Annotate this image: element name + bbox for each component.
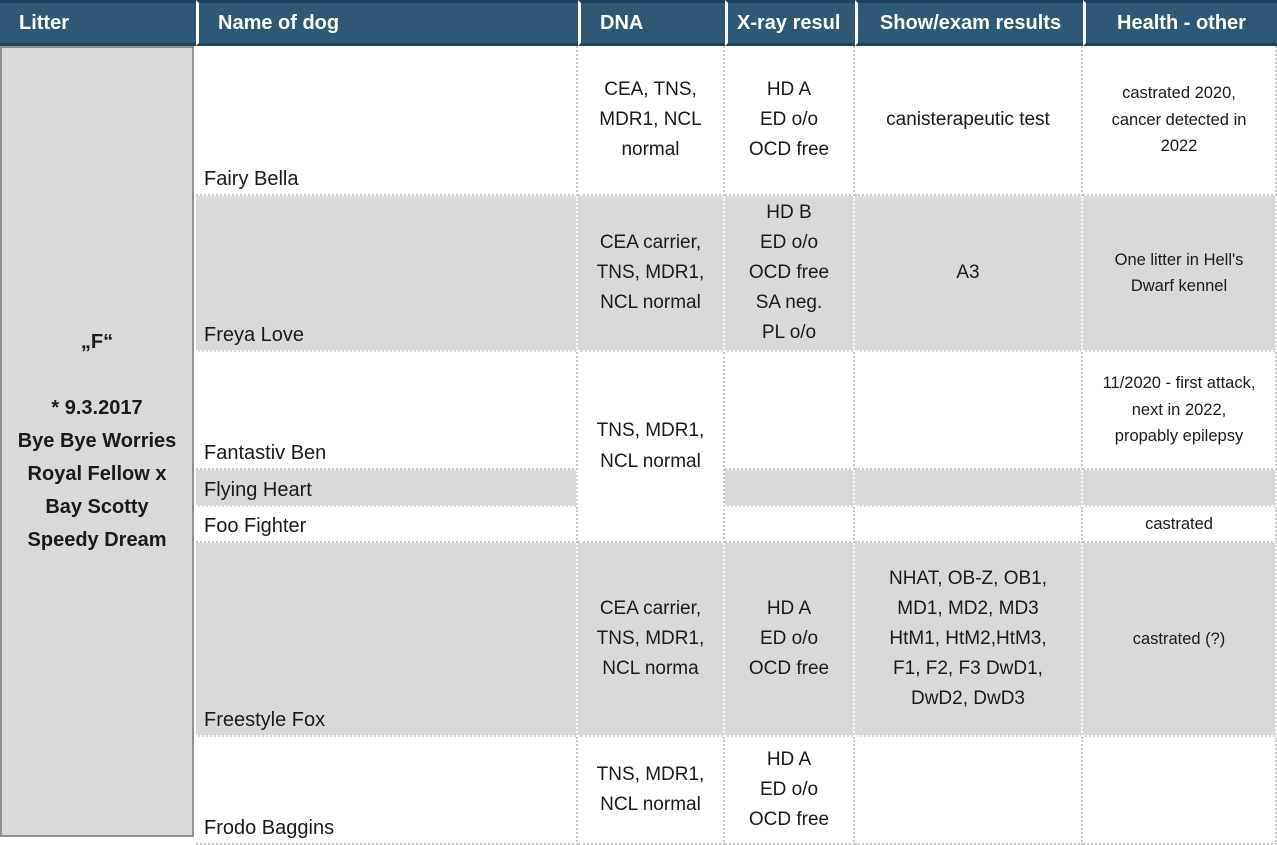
health-cell: castrated 2020, cancer detected in 2022 bbox=[1083, 46, 1277, 196]
show-cell: NHAT, OB-Z, OB1, MD1, MD2, MD3 HtM1, HtM… bbox=[855, 543, 1083, 737]
xray-cell bbox=[725, 470, 855, 507]
health-cell: One litter in Hell's Dwarf kennel bbox=[1083, 196, 1277, 352]
show-cell: A3 bbox=[855, 196, 1083, 352]
xray-cell: HD B ED o/o OCD free SA neg. PL o/o bbox=[725, 196, 855, 352]
show-cell bbox=[855, 470, 1083, 507]
table-row: Freestyle Fox CEA carrier, TNS, MDR1, NC… bbox=[0, 543, 1277, 737]
header-cell-dna: DNA bbox=[578, 0, 725, 46]
table-row: Flying Heart bbox=[0, 470, 1277, 507]
health-cell: castrated (?) bbox=[1083, 543, 1277, 737]
table-row: Fantastiv Ben TNS, MDR1, NCL normal 11/2… bbox=[0, 352, 1277, 543]
health-cell bbox=[1083, 470, 1277, 507]
header-cell-show: Show/exam results bbox=[855, 0, 1083, 46]
dog-name-cell: Freestyle Fox bbox=[196, 543, 578, 737]
litter-cell: „F“ * 9.3.2017 Bye Bye Worries Royal Fel… bbox=[0, 46, 196, 845]
header-cell-health: Health - other bbox=[1083, 0, 1277, 46]
header-cell-xray: X-ray resul bbox=[725, 0, 855, 46]
table-row: Freya Love CEA carrier, TNS, MDR1, NCL n… bbox=[0, 196, 1277, 352]
dog-name-cell: Fairy Bella bbox=[196, 46, 578, 196]
table-row: Frodo Baggins TNS, MDR1, NCL normal HD A… bbox=[0, 737, 1277, 845]
dna-cell: CEA carrier, TNS, MDR1, NCL normal bbox=[578, 196, 725, 352]
health-cell: 11/2020 - first attack, next in 2022, pr… bbox=[1083, 352, 1277, 470]
table-row: „F“ * 9.3.2017 Bye Bye Worries Royal Fel… bbox=[0, 46, 1277, 845]
header-cell-name: Name of dog bbox=[196, 0, 578, 46]
dog-name-cell: Frodo Baggins bbox=[196, 737, 578, 845]
xray-cell: HD A ED o/o OCD free bbox=[725, 543, 855, 737]
show-cell bbox=[855, 737, 1083, 845]
dog-name-cell: Fantastiv Ben bbox=[196, 352, 578, 470]
dna-cell: TNS, MDR1, NCL normal bbox=[578, 352, 725, 543]
show-cell: canisterapeutic test bbox=[855, 46, 1083, 196]
header-cell-litter: Litter bbox=[0, 0, 196, 46]
xray-cell bbox=[725, 352, 855, 470]
health-cell: castrated bbox=[1083, 507, 1277, 543]
xray-cell bbox=[725, 507, 855, 543]
dog-name-cell: Foo Fighter bbox=[196, 507, 578, 543]
dna-cell: CEA carrier, TNS, MDR1, NCL norma bbox=[578, 543, 725, 737]
show-cell bbox=[855, 352, 1083, 470]
show-cell bbox=[855, 507, 1083, 543]
header-row: Litter Name of dog DNA X-ray resul Show/… bbox=[0, 0, 1277, 46]
xray-cell: HD A ED o/o OCD free bbox=[725, 737, 855, 845]
dna-cell: TNS, MDR1, NCL normal bbox=[578, 737, 725, 845]
dog-name-cell: Flying Heart bbox=[196, 470, 578, 507]
dog-name-cell: Freya Love bbox=[196, 196, 578, 352]
health-cell bbox=[1083, 737, 1277, 845]
xray-cell: HD A ED o/o OCD free bbox=[725, 46, 855, 196]
dna-cell: CEA, TNS, MDR1, NCL normal bbox=[578, 46, 725, 196]
litter-info: „F“ * 9.3.2017 Bye Bye Worries Royal Fel… bbox=[0, 46, 194, 837]
table-row: Foo Fighter castrated bbox=[0, 507, 1277, 543]
